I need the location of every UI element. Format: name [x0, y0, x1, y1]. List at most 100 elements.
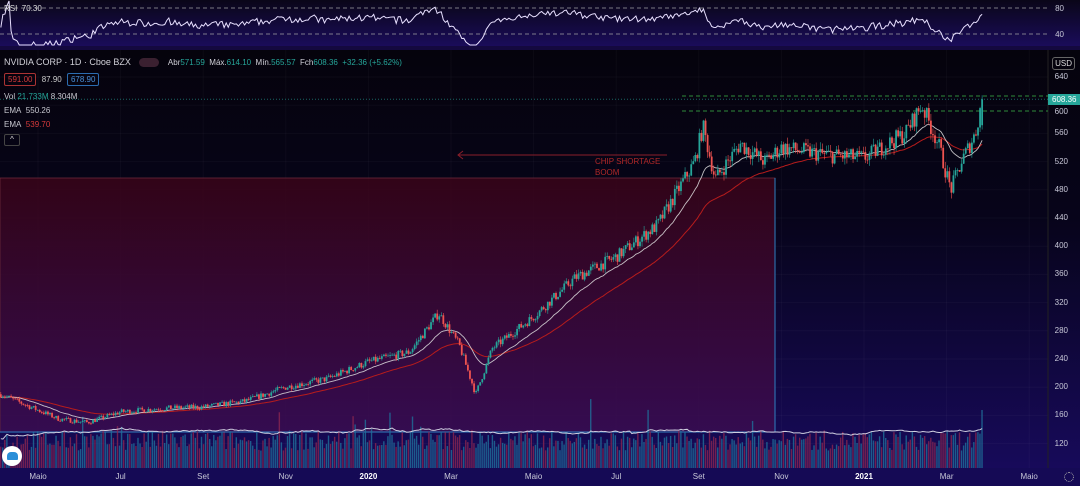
- volume-bar: [245, 441, 248, 468]
- collapse-legend-button[interactable]: ^: [4, 134, 20, 146]
- candle-body: [278, 387, 281, 388]
- ema-fast-line[interactable]: [0, 123, 983, 421]
- volume-bar: [698, 439, 701, 468]
- candle-body: [589, 266, 592, 271]
- candle-body: [630, 247, 633, 251]
- price-chart[interactable]: [0, 50, 1080, 468]
- volume-bar: [844, 445, 846, 468]
- volume-bar: [604, 443, 606, 468]
- volume-bar: [663, 437, 666, 468]
- volume-bar: [501, 442, 504, 468]
- close-label: Fch: [300, 58, 314, 67]
- gear-icon[interactable]: [1064, 472, 1074, 482]
- candle-body: [831, 151, 834, 164]
- volume-bar: [81, 416, 84, 468]
- low-label: Mín.: [255, 58, 272, 67]
- price-tick: 280: [1054, 325, 1068, 335]
- volume-bar: [528, 438, 530, 468]
- annotation-text[interactable]: CHIP SHORTAGE BOOM: [595, 156, 660, 178]
- candle-body: [18, 398, 21, 402]
- candle-body: [77, 421, 80, 423]
- volume-bar: [737, 437, 739, 468]
- candle-body: [542, 307, 545, 310]
- candle-body: [167, 405, 170, 408]
- buy-button[interactable]: 678.90: [66, 73, 100, 86]
- volume-bar: [438, 435, 440, 468]
- volume-bar: [77, 450, 80, 468]
- candle-body: [915, 108, 918, 127]
- range-rectangle[interactable]: [0, 177, 776, 433]
- volume-bar: [383, 441, 385, 468]
- volume-bar: [481, 435, 483, 468]
- candle-body: [391, 354, 394, 356]
- volume-bar: [92, 435, 94, 468]
- tradingview-logo[interactable]: [2, 446, 22, 466]
- volume-bar: [608, 445, 610, 468]
- candle-body: [280, 387, 283, 389]
- price-tick: 480: [1054, 184, 1068, 194]
- ema-slow-legend[interactable]: EMA 539.70: [4, 120, 50, 129]
- candle-body: [487, 357, 490, 364]
- candle-body: [348, 367, 350, 374]
- candle-body: [315, 378, 318, 380]
- candle-body: [673, 188, 676, 206]
- candle-body: [682, 178, 684, 182]
- candle-body: [59, 420, 62, 422]
- volume-bar: [733, 440, 735, 468]
- candle-body: [798, 151, 801, 153]
- candle-body: [282, 387, 285, 389]
- pane-separator[interactable]: [0, 46, 1080, 50]
- candle-body: [227, 402, 230, 406]
- volume-bar: [590, 399, 592, 468]
- volume-bar: [899, 431, 901, 468]
- volume-ma-line: [0, 427, 983, 440]
- volume-bar: [805, 438, 807, 468]
- volume-bar: [592, 448, 594, 468]
- time-axis[interactable]: [0, 468, 1080, 486]
- volume-bar: [887, 440, 889, 468]
- candle-body: [296, 385, 299, 388]
- volume-bar: [633, 438, 635, 468]
- candle-body: [835, 149, 838, 154]
- volume-bar: [397, 441, 399, 468]
- candle-body: [421, 335, 424, 339]
- candle-body: [198, 408, 201, 410]
- volume-bar: [491, 435, 494, 468]
- volume-bar: [772, 439, 774, 468]
- volume-bar: [751, 420, 754, 468]
- candle-body: [532, 318, 535, 321]
- volume-bar: [192, 432, 195, 468]
- candle-body: [639, 241, 641, 247]
- price-pane[interactable]: [0, 50, 1080, 468]
- candle-body: [335, 373, 338, 377]
- volume-bar: [708, 430, 711, 468]
- ema-fast-legend[interactable]: EMA 550.26: [4, 106, 50, 115]
- volume-bar: [325, 443, 328, 468]
- volume-bar: [485, 441, 487, 468]
- volume-bar: [149, 446, 151, 468]
- candle-body: [483, 373, 486, 380]
- candle-body: [268, 393, 271, 396]
- candle-body: [866, 159, 869, 161]
- candle-body: [397, 350, 400, 359]
- sell-button[interactable]: 591.00: [4, 73, 37, 86]
- volume-bar: [872, 440, 875, 468]
- candle-body: [221, 401, 223, 403]
- candle-body: [903, 138, 906, 144]
- volume-bar: [292, 433, 295, 468]
- symbol-title[interactable]: NVIDIA CORP · 1D · Cboe BZX: [4, 57, 131, 67]
- annotation-line2: BOOM: [595, 168, 620, 177]
- volume-bar: [966, 436, 969, 468]
- candle-body: [180, 406, 183, 409]
- candle-body: [426, 327, 428, 329]
- currency-button[interactable]: USD: [1052, 57, 1075, 70]
- candle-body: [106, 414, 109, 418]
- candle-body: [802, 143, 805, 153]
- candle-body: [163, 410, 166, 411]
- volume-bar: [446, 446, 449, 468]
- volume-bar: [555, 440, 557, 468]
- market-status-toggle[interactable]: [139, 58, 160, 68]
- candle-body: [223, 401, 226, 407]
- candle-body: [637, 236, 639, 247]
- volume-bar: [919, 434, 922, 468]
